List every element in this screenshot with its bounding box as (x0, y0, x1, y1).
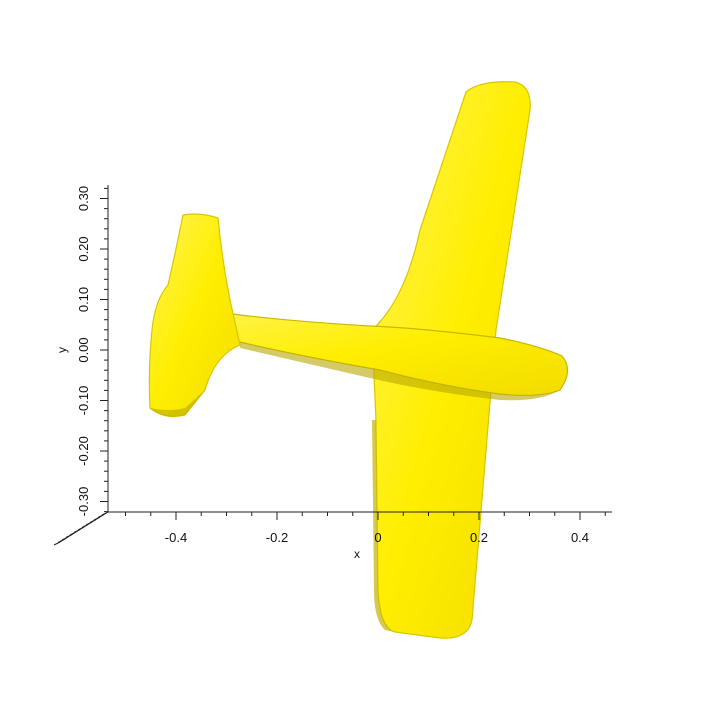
x-tick-label: 0 (374, 530, 381, 545)
y-axis-title: y (55, 347, 69, 353)
x-axis-title: x (354, 547, 360, 561)
y-tick-label: 0.00 (76, 337, 91, 362)
y-tick-label: 0.30 (76, 186, 91, 211)
y-axis: -0.30 -0.20 -0.10 0.00 0.10 0.20 0.30 y (55, 185, 109, 517)
z-tick (53, 541, 61, 546)
tail-shadow (150, 390, 205, 417)
x-axis: -0.4 -0.2 0 0.2 0.4 x (108, 511, 612, 561)
tail-plane (148, 213, 241, 418)
y-tick-label: -0.10 (76, 386, 91, 416)
x-tick-label: -0.4 (165, 530, 187, 545)
y-tick-label: -0.20 (76, 436, 91, 466)
y-tick-label: -0.30 (76, 487, 91, 517)
wing-shadow (372, 420, 395, 632)
x-tick-label: 0.4 (571, 530, 589, 545)
x-tick-label: -0.2 (266, 530, 288, 545)
x-tick-label: 0.2 (470, 530, 488, 545)
airplane-model[interactable] (148, 81, 569, 639)
y-tick-label: 0.10 (76, 287, 91, 312)
y-tick-label: 0.20 (76, 236, 91, 261)
z-axis (53, 511, 109, 546)
